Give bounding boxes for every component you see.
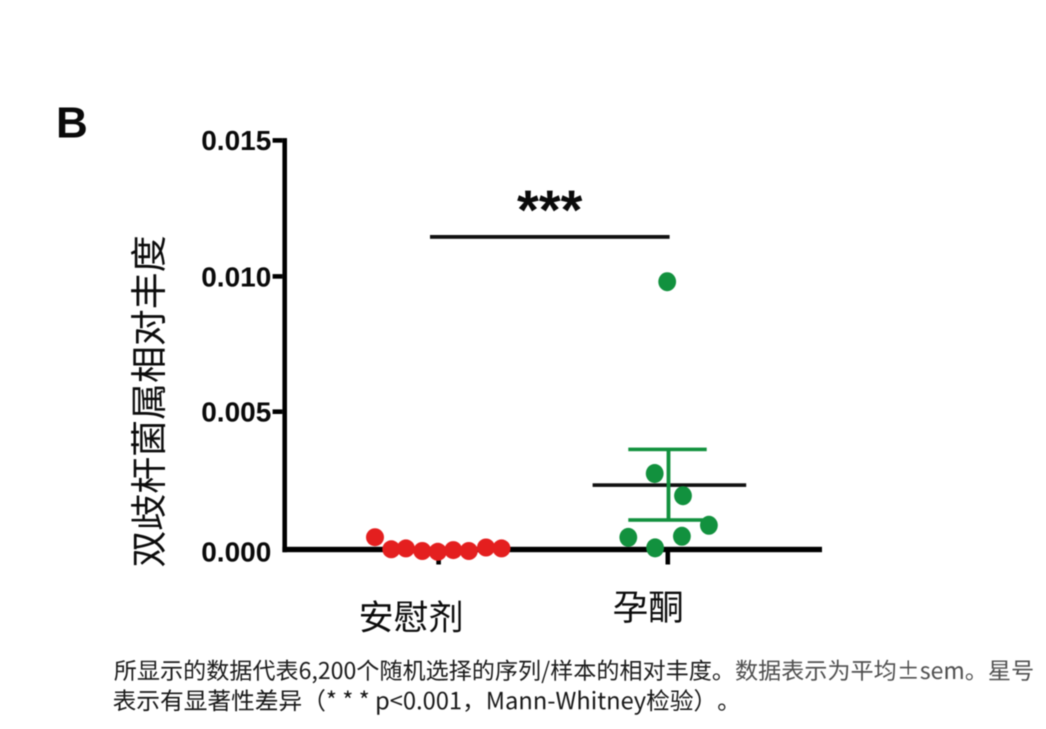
svg-text:B: B	[56, 99, 88, 148]
svg-text:0.015: 0.015	[201, 125, 271, 156]
svg-text:0.000: 0.000	[201, 537, 271, 568]
svg-text:0.005: 0.005	[201, 397, 271, 428]
svg-text:0.010: 0.010	[201, 261, 271, 292]
